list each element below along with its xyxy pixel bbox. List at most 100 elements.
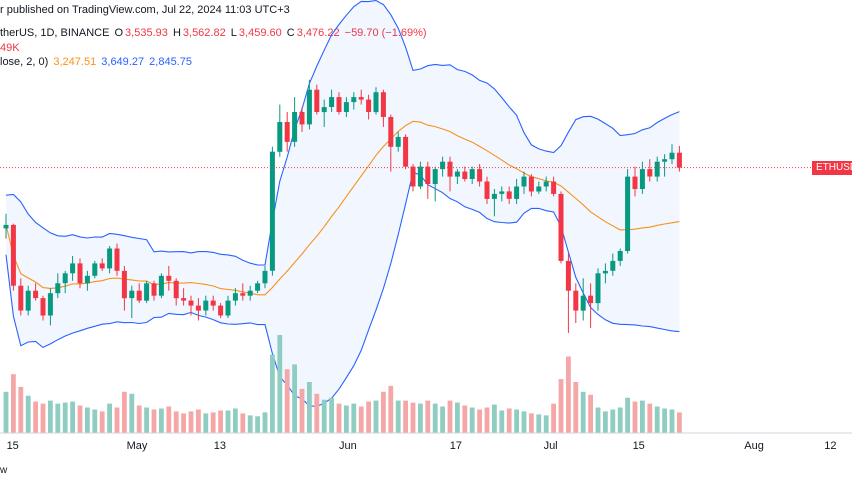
volume-bar (543, 415, 549, 433)
candle (55, 273, 61, 299)
candle (543, 176, 549, 192)
candle-body (144, 283, 150, 301)
candle-body (203, 300, 209, 311)
volume-bar (358, 406, 364, 433)
candle-body (269, 151, 275, 271)
time-tick-label: 17 (450, 440, 462, 452)
candle-body (336, 97, 342, 112)
candle (136, 283, 142, 304)
candle (203, 295, 209, 316)
candle (181, 288, 187, 306)
volume-bar (114, 407, 120, 433)
volume-bar (92, 409, 98, 433)
volume-bar (255, 416, 260, 433)
candle (551, 176, 557, 197)
candle-body (173, 280, 179, 299)
candle (388, 114, 394, 172)
volume-bar (625, 397, 630, 433)
candle (240, 283, 246, 301)
candle-body (632, 176, 638, 189)
candle-body (469, 169, 475, 179)
candle (351, 92, 357, 110)
candle (536, 181, 542, 194)
bollinger-layer (5, 0, 680, 407)
volume-bar (107, 403, 112, 433)
volume-bar (551, 403, 556, 433)
volume-bar (388, 385, 394, 433)
candle (262, 265, 268, 289)
volume-bar (514, 409, 519, 433)
high-label: H (172, 27, 181, 39)
volume-bar (203, 413, 209, 433)
volume-bar (425, 400, 431, 433)
close-label: C (286, 27, 295, 39)
candle-body (484, 181, 490, 199)
volume-bar (247, 415, 253, 433)
low-label: L (230, 27, 237, 39)
volume-bar (321, 399, 327, 433)
bb-label: lose, 2, 0) (0, 56, 49, 68)
volume-bar (529, 413, 534, 433)
candle-body (388, 117, 394, 147)
candle-body (25, 290, 31, 311)
candle-body (380, 92, 386, 117)
candle-body (514, 186, 520, 199)
volume-bar (188, 411, 194, 433)
candle (70, 256, 76, 281)
volume-bar (654, 406, 660, 433)
candle-body (676, 152, 682, 168)
volume-bar (447, 400, 453, 433)
candle (514, 179, 520, 204)
candle-body (551, 181, 557, 194)
candle (99, 258, 105, 271)
volume-bar (33, 401, 38, 433)
candle (144, 280, 150, 304)
candle-body (521, 176, 527, 187)
candle-body (447, 161, 453, 177)
time-axis: 15 May 13 Jun 17 Jul 15 Aug 12 (7, 440, 837, 452)
candle-body (210, 300, 216, 306)
time-tick-label: Aug (744, 440, 764, 452)
candle (277, 104, 283, 157)
volume-bar (55, 403, 61, 433)
candle-body (158, 275, 164, 296)
volume-bar (284, 369, 290, 433)
candle (499, 186, 505, 202)
candle-body (255, 283, 261, 291)
candle-body (107, 248, 113, 269)
candle (477, 164, 483, 187)
candle (25, 285, 31, 316)
candle-body (321, 107, 327, 113)
candle (114, 243, 120, 276)
candle (18, 278, 24, 316)
candle (292, 97, 298, 147)
volume-bar (299, 388, 305, 433)
candle-body (299, 112, 305, 125)
volume-bar (588, 394, 593, 433)
candle-body (410, 166, 416, 187)
candle (425, 161, 431, 199)
candle (247, 285, 253, 301)
volume-bar (580, 391, 586, 433)
symbol-info: therUS, 1D, BINANCE (0, 27, 110, 39)
candle (343, 97, 349, 117)
volume-bar (469, 407, 475, 433)
volume-bar (381, 391, 386, 433)
candle-body (373, 92, 379, 113)
candle (195, 298, 201, 321)
volume-bar (603, 411, 608, 433)
candle (366, 94, 372, 120)
candle (380, 89, 386, 127)
volume-bar (129, 393, 135, 433)
bb-line: lose, 2, 0) 3,247.51 3,649.27 2,845.75 (0, 56, 194, 68)
candle-body (403, 136, 409, 167)
volume-bar (329, 397, 334, 433)
candle-body (602, 270, 608, 274)
candle (84, 270, 90, 291)
footer: w (0, 465, 9, 476)
candle-body (55, 283, 61, 294)
candle-body (610, 260, 616, 271)
candle-body (462, 171, 468, 179)
bollinger-lower-line (5, 171, 680, 407)
